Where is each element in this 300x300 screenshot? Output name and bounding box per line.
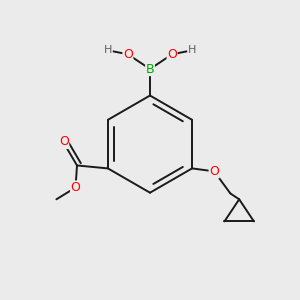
Text: O: O xyxy=(59,135,69,148)
Text: B: B xyxy=(146,62,154,76)
Text: O: O xyxy=(123,48,133,61)
Text: H: H xyxy=(188,45,196,55)
Text: O: O xyxy=(209,165,219,178)
Text: O: O xyxy=(70,181,80,194)
Text: O: O xyxy=(167,48,177,61)
Text: H: H xyxy=(104,45,112,55)
